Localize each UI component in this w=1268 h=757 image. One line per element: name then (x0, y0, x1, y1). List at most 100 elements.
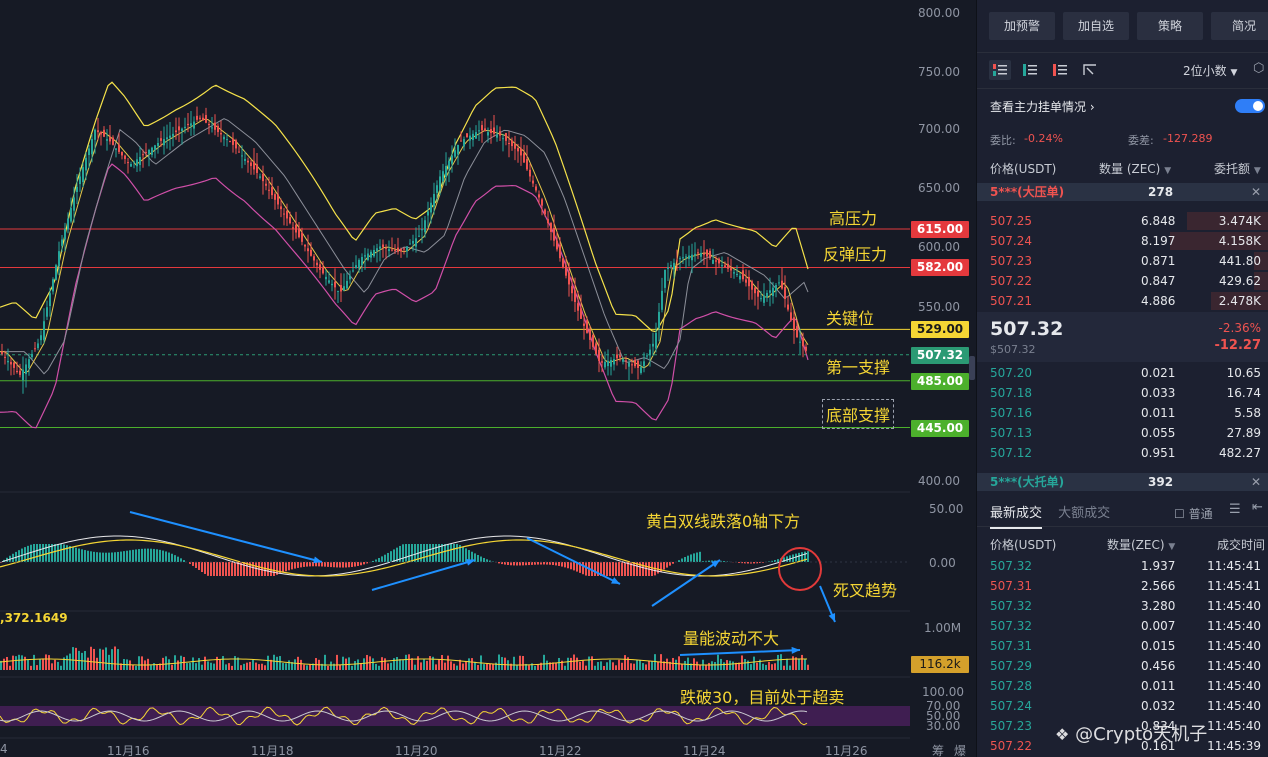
bid-row[interactable]: 507.20 0.021 10.65 (977, 363, 1268, 383)
volume-bar (15, 656, 17, 670)
candle-body (604, 361, 606, 368)
trade-qty: 2.566 (1141, 579, 1176, 593)
candle-body (472, 133, 474, 141)
add-alert-button[interactable]: 加预警 (989, 12, 1055, 40)
macd-histogram-bar (42, 544, 44, 562)
big-bid-order[interactable]: 5***(大托单) 392 ✕ (977, 473, 1268, 491)
volume-bar (681, 664, 683, 670)
macd-histogram-bar (321, 562, 323, 567)
main-orders-link[interactable]: 查看主力挂单情况 › (990, 98, 1095, 115)
checkbox-icon[interactable]: ☐ (1174, 507, 1185, 521)
ask-row[interactable]: 507.21 4.886 2.478K (977, 291, 1268, 311)
bid-row[interactable]: 507.16 0.011 5.58 (977, 403, 1268, 423)
orderbook-total-header[interactable]: 委托额 ▼ (1214, 160, 1261, 177)
price-chart-svg[interactable] (0, 0, 972, 757)
big-ask-order[interactable]: 5***(大压单) 278 ✕ (977, 183, 1268, 201)
ask-row[interactable]: 507.22 0.847 429.62 (977, 271, 1268, 291)
bid-row[interactable]: 507.18 0.033 16.74 (977, 383, 1268, 403)
volume-bar (354, 661, 356, 670)
candle-body (283, 213, 285, 215)
trades-qty-header[interactable]: 数量(ZEC) ▼ (1107, 536, 1175, 553)
bids-view-icon[interactable] (1019, 60, 1041, 80)
chart-area[interactable]: 800.00 750.00 700.00 650.00 600.00 550.0… (0, 0, 972, 757)
watermark: ❖ @Crypto天机子 (1055, 720, 1207, 746)
candle-body (706, 249, 708, 257)
volume-bar (759, 659, 761, 670)
filter-list-icon[interactable]: ☰ (1229, 502, 1241, 517)
depth-bar (1170, 232, 1268, 250)
close-icon[interactable]: ✕ (1250, 475, 1261, 489)
volume-bar (114, 646, 116, 670)
volume-bar (513, 656, 515, 670)
volume-bar (573, 654, 575, 670)
volume-bar (558, 657, 560, 670)
volume-bar (171, 664, 173, 670)
close-icon[interactable]: ✕ (1250, 185, 1261, 199)
macd-histogram-bar (408, 544, 410, 562)
expand-icon[interactable]: ⇤ (1252, 500, 1263, 515)
asks-view-icon[interactable] (1049, 60, 1071, 80)
tab-large-trades[interactable]: 大额成交 (1058, 506, 1111, 521)
candle-body (91, 139, 93, 155)
orderbook-qty-header[interactable]: 数量 (ZEC) ▼ (1099, 160, 1171, 177)
volume-bar (465, 660, 467, 670)
panel-collapse-handle[interactable] (969, 356, 975, 380)
trade-qty: 3.280 (1141, 599, 1176, 613)
tab-latest-trades[interactable]: 最新成交 (990, 506, 1043, 529)
macd-histogram-bar (249, 562, 251, 576)
candle-body (151, 147, 153, 155)
settings-hex-icon[interactable]: ⬡ (1253, 61, 1265, 76)
trade-row: 507.31 0.015 11:45:40 (977, 636, 1268, 656)
candle-body (16, 371, 18, 373)
candle-body (7, 360, 9, 363)
volume-bar (336, 654, 338, 670)
normal-filter[interactable]: ☐ 普通 (1174, 505, 1213, 522)
ask-row[interactable]: 507.24 8.197 4.158K (977, 231, 1268, 251)
price-tag-current: 507.32 (911, 347, 969, 364)
ask-row[interactable]: 507.25 6.848 3.474K (977, 211, 1268, 231)
macd-histogram-bar (609, 562, 611, 576)
volume-ma-value: ,372.1649 (0, 611, 68, 625)
volume-bar (201, 664, 203, 670)
macd-histogram-bar (75, 547, 77, 562)
chips-button[interactable]: 筹 (932, 744, 945, 757)
add-watchlist-button[interactable]: 加自选 (1063, 12, 1129, 40)
rsi-axis-label: 30.00 (926, 719, 961, 733)
volume-bar (222, 656, 224, 670)
diamond-logo-icon: ❖ (1055, 725, 1070, 744)
volume-bar (48, 655, 50, 670)
depth-view-icon[interactable] (1079, 60, 1101, 80)
candle-body (754, 287, 756, 294)
candle-body (481, 125, 483, 131)
macd-histogram-bar (396, 547, 398, 562)
candle-body (574, 290, 576, 302)
decimals-select[interactable]: 2位小数 ▼ (1183, 62, 1237, 79)
candle-body (232, 138, 234, 145)
candle-body (454, 150, 456, 157)
both-sides-view-icon[interactable] (989, 60, 1011, 80)
macd-histogram-bar (531, 562, 533, 565)
strategy-button[interactable]: 策略 (1137, 12, 1203, 40)
candle-body (19, 370, 21, 375)
macd-histogram-bar (270, 562, 272, 576)
liquidation-button[interactable]: 爆 (954, 744, 967, 757)
candle-body (148, 149, 150, 154)
overview-button[interactable]: 简况 (1211, 12, 1268, 40)
volume-bar (54, 659, 56, 670)
bid-row[interactable]: 507.12 0.951 482.27 (977, 443, 1268, 463)
bid-price: 507.20 (990, 366, 1032, 380)
macd-histogram-bar (612, 562, 614, 576)
ask-row[interactable]: 507.23 0.871 441.80 (977, 251, 1268, 271)
volume-bar (348, 657, 350, 670)
volume-bar (372, 658, 374, 670)
rsi-band (0, 706, 910, 726)
candle-body (133, 161, 135, 163)
total-header-text: 委托额 (1214, 162, 1251, 176)
macd-histogram-bar (522, 562, 524, 566)
bid-row[interactable]: 507.13 0.055 27.89 (977, 423, 1268, 443)
main-orders-toggle[interactable] (1235, 99, 1265, 113)
macd-histogram-bar (39, 544, 41, 562)
volume-bar (600, 661, 602, 670)
candle-body (517, 148, 519, 152)
trade-row: 507.22 0.161 11:45:39 (977, 736, 1268, 756)
